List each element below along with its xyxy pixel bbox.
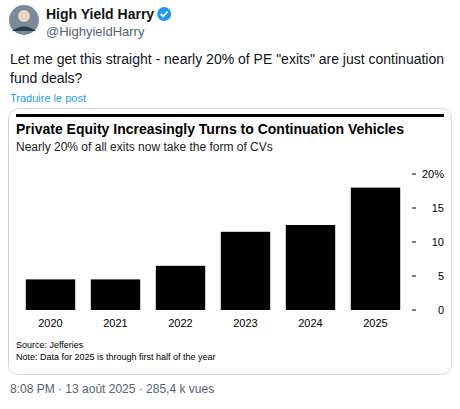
chart-subtitle: Nearly 20% of all exits now take the for… [16, 140, 273, 154]
y-tick [412, 208, 416, 209]
bar [221, 232, 270, 310]
y-tick [412, 276, 416, 277]
chart: Private Equity Increasingly Turns to Con… [0, 108, 460, 378]
bar [91, 279, 140, 310]
author-name: High Yield Harry [46, 6, 154, 22]
verified-badge [157, 7, 171, 21]
x-tick-label: 2024 [298, 317, 322, 329]
x-tick-label: 2020 [38, 317, 62, 329]
verified-check [161, 12, 168, 17]
y-tick-label: 10 [432, 236, 444, 248]
x-tick-label: 2025 [363, 317, 387, 329]
x-tick-label: 2023 [233, 317, 257, 329]
y-tick [412, 310, 416, 311]
author-handle: @HighyieldHarry [46, 24, 144, 39]
y-tick [412, 242, 416, 243]
bar [286, 225, 335, 310]
y-tick-label: 5 [438, 270, 444, 282]
chart-title: Private Equity Increasingly Turns to Con… [16, 121, 404, 137]
y-tick [412, 174, 416, 175]
y-tick-label: 20% [422, 168, 444, 180]
y-tick-label: 15 [432, 202, 444, 214]
bar [26, 279, 75, 310]
bars [26, 188, 400, 310]
card-frame [9, 109, 452, 375]
avatar [9, 5, 39, 35]
translate-link[interactable]: Traduire le post [10, 92, 86, 104]
post-text: Let me get this straight - nearly 20% of… [10, 50, 450, 88]
post-meta: 8:08 PM · 13 août 2025 · 285,4 k vues [10, 382, 214, 396]
chart-source: Source: Jefferies [16, 340, 84, 350]
avatar-face [18, 10, 30, 22]
bar [351, 188, 400, 310]
chart-note: Note: Data for 2025 is through first hal… [16, 352, 216, 362]
bar [156, 266, 205, 310]
card-top-rule [16, 114, 444, 117]
x-tick-label: 2021 [103, 317, 127, 329]
x-tick-label: 2022 [168, 317, 192, 329]
avatar-body [12, 27, 36, 32]
y-tick-label: 0 [438, 304, 444, 316]
